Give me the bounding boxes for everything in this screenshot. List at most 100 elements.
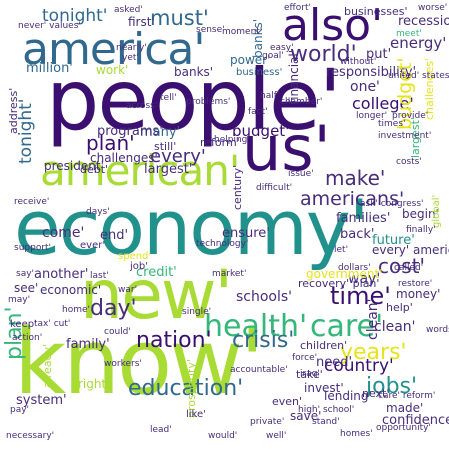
word-spend: spend': [118, 251, 152, 262]
word-every-american: end': [100, 228, 129, 243]
word-times: times': [378, 119, 406, 129]
word-years: years': [340, 340, 407, 365]
word-health: health': [204, 309, 308, 344]
word-effort: effort': [284, 3, 311, 13]
word-called: called': [394, 263, 424, 273]
word-tell: tell': [160, 93, 177, 103]
word-power: first': [128, 15, 155, 29]
word-americans: americans': [300, 188, 405, 210]
word-every: every': [150, 146, 206, 167]
word-begin: debt': [80, 163, 109, 176]
word-pay: pay': [10, 405, 30, 415]
word-made: children': [300, 339, 348, 352]
word-technology: technology': [196, 239, 249, 249]
word-save: take': [296, 368, 323, 381]
word-one: world': [290, 42, 357, 67]
word-come: still': [154, 140, 177, 153]
word-schools: every' american': [372, 243, 449, 257]
word-worse: worse': [418, 3, 448, 13]
word-already: already': [41, 343, 54, 388]
word-time: time': [330, 282, 391, 310]
word-opportunity: opportunity': [376, 423, 431, 433]
word-put: college': [352, 94, 414, 113]
word-still: recession': [398, 14, 449, 29]
word-help: see': [14, 281, 39, 295]
word-economy: economy': [14, 183, 370, 272]
word-necessary: necessary': [6, 431, 55, 441]
word-problems: problems': [186, 97, 231, 107]
word-ever: ever': [80, 240, 106, 251]
word-financial: financial': [287, 49, 301, 104]
word-know: know': [14, 310, 265, 415]
word-investment: investment': [378, 131, 432, 141]
word-private: private': [250, 417, 285, 427]
word-global: global': [431, 194, 442, 228]
word-would: would': [208, 431, 238, 441]
word-crisis: crisis': [232, 328, 295, 353]
word-programs: meet': [396, 29, 422, 39]
word-last: last': [90, 271, 109, 281]
word-year: even': [272, 395, 303, 408]
word-family: recovery' plan': [298, 277, 380, 290]
word-business: million': [26, 61, 73, 76]
word-confidence: need': [316, 355, 353, 370]
word-families: largest': [144, 162, 193, 177]
word-right: lending': [324, 389, 372, 403]
word-people: people': [46, 51, 342, 149]
word-recovery-plan: credit': [136, 265, 177, 280]
word-take: money': [396, 287, 441, 301]
word-credit: families': [336, 211, 391, 226]
word-tax-cut: tax' cut': [34, 319, 71, 329]
word-end: programs': [97, 124, 163, 139]
word-longer: longer': [356, 111, 388, 121]
word-many: business': [236, 67, 283, 78]
word-finally: finally': [406, 225, 436, 235]
word-bring: made': [386, 401, 424, 415]
word-lending: clean': [374, 319, 416, 335]
word-support: support': [14, 243, 52, 253]
word-market: market': [212, 269, 247, 279]
word-without: without': [340, 57, 377, 67]
word-president: many': [140, 125, 181, 140]
word-stand: stand': [312, 417, 340, 427]
word-keep: keep': [10, 319, 37, 330]
word-next: clean': [365, 298, 381, 340]
word-tonight: tonight': [16, 98, 36, 164]
word-care: care': [310, 309, 384, 344]
word-could: could': [104, 327, 131, 337]
word-meet: power': [230, 53, 271, 67]
word-america: america': [22, 24, 205, 75]
word-home: home': [62, 305, 90, 315]
word-system: family': [66, 337, 110, 352]
word-goal: goal': [262, 51, 284, 61]
word-never-values: never' values': [18, 21, 81, 31]
word-government: way': [348, 271, 381, 287]
word-see: begin': [402, 207, 439, 221]
word-deficit: save': [290, 409, 322, 423]
word-accountable: accountable': [230, 365, 288, 375]
word-ensure: challenges': [90, 151, 158, 165]
word-provide: provide': [392, 111, 429, 121]
word-united-states: united' states': [388, 71, 449, 81]
word-lead: lead': [150, 425, 172, 435]
word-days: days': [86, 207, 110, 217]
word-ask-congress: ask' congress': [360, 199, 424, 209]
word-century: century': [231, 164, 244, 210]
word-money: another': [34, 267, 89, 282]
word-action: action': [12, 333, 43, 343]
word-energy: one': [350, 79, 380, 95]
word-care-reform: care' reform': [378, 391, 436, 401]
word-sense: sense': [196, 25, 225, 35]
word-new: new': [80, 256, 233, 335]
word-way: ensure': [222, 226, 270, 241]
word-well: well': [266, 431, 287, 441]
word-like: like': [186, 409, 206, 420]
word-million: put': [366, 47, 392, 62]
word-say: say': [16, 269, 35, 279]
word-war: war': [118, 285, 138, 295]
word-nearly: nearly': [116, 43, 147, 53]
word-asked: asked': [114, 5, 143, 15]
word-responsibility: budget': [232, 122, 290, 140]
word-education: education': [128, 376, 244, 401]
